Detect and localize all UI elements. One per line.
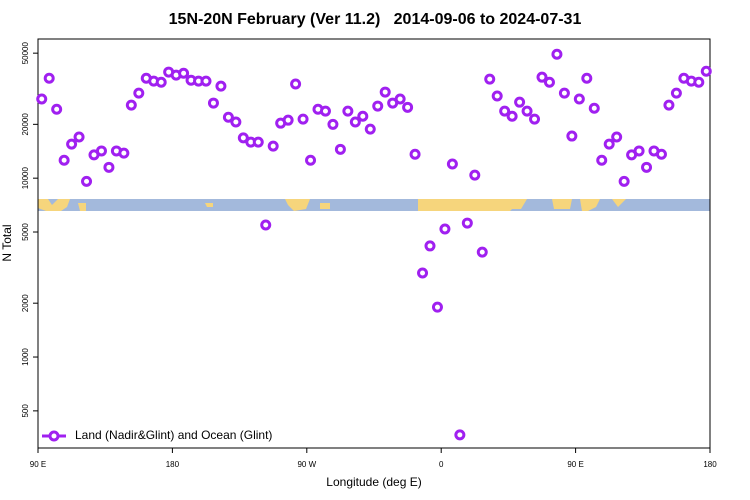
x-tick-label: 0: [439, 460, 444, 469]
point: [663, 99, 675, 111]
point: [551, 48, 563, 60]
point: [364, 123, 376, 135]
point: [611, 131, 623, 143]
point: [215, 80, 227, 92]
point: [327, 118, 339, 130]
point: [357, 110, 369, 122]
point: [73, 131, 85, 143]
x-tick-label: 180: [166, 460, 180, 469]
point: [633, 145, 645, 157]
map-strip: [38, 199, 710, 211]
point: [237, 132, 249, 144]
x-tick-label: 90 W: [297, 460, 316, 469]
point: [155, 76, 167, 88]
point: [58, 154, 70, 166]
point: [431, 301, 443, 313]
point: [491, 90, 503, 102]
point: [484, 73, 496, 85]
point: [118, 147, 130, 159]
point: [655, 148, 667, 160]
point: [342, 105, 354, 117]
point: [372, 100, 384, 112]
y-tick-label: 1000: [21, 348, 30, 366]
chart-title: 15N-20N February (Ver 11.2) 2014-09-06 t…: [169, 11, 582, 28]
point: [424, 240, 436, 252]
point: [43, 72, 55, 84]
point: [36, 93, 48, 105]
y-tick-label: 50000: [21, 41, 30, 64]
point: [536, 71, 548, 83]
point: [319, 105, 331, 117]
point: [267, 140, 279, 152]
point: [573, 93, 585, 105]
point: [409, 148, 421, 160]
point: [469, 169, 481, 181]
legend: Land (Nadir&Glint) and Ocean (Glint): [42, 428, 272, 442]
point: [125, 99, 137, 111]
point: [222, 111, 234, 123]
ocean: [38, 199, 710, 211]
point: [95, 145, 107, 157]
legend-label: Land (Nadir&Glint) and Ocean (Glint): [75, 428, 272, 442]
y-tick-label: 500: [21, 404, 30, 418]
point: [81, 175, 93, 187]
point: [133, 87, 145, 99]
point: [670, 87, 682, 99]
point: [402, 101, 414, 113]
point: [461, 217, 473, 229]
point: [282, 114, 294, 126]
point: [446, 158, 458, 170]
y-axis-label: N Total: [0, 224, 14, 261]
x-tick-label: 90 E: [567, 460, 583, 469]
point: [207, 97, 219, 109]
point: [260, 219, 272, 231]
point: [558, 87, 570, 99]
plot-frame: [37, 38, 711, 449]
point: [454, 429, 466, 441]
point: [379, 86, 391, 98]
point: [641, 161, 653, 173]
point: [603, 138, 615, 150]
point: [581, 72, 593, 84]
x-tick-label: 90 E: [30, 460, 46, 469]
point: [618, 175, 630, 187]
point: [521, 105, 533, 117]
point: [417, 267, 429, 279]
point: [394, 93, 406, 105]
y-tick-label: 5000: [21, 223, 30, 241]
point: [334, 143, 346, 155]
point: [476, 246, 488, 258]
point: [230, 116, 242, 128]
x-tick-label: 180: [703, 460, 717, 469]
point: [200, 75, 212, 87]
point: [514, 96, 526, 108]
legend-marker: [48, 430, 60, 442]
point: [66, 138, 78, 150]
point: [700, 65, 712, 77]
point: [178, 67, 190, 79]
y-tick-label: 2000: [21, 294, 30, 312]
point: [596, 154, 608, 166]
y-tick-label: 10000: [21, 167, 30, 190]
point: [499, 105, 511, 117]
point: [543, 76, 555, 88]
point: [252, 136, 264, 148]
point: [103, 161, 115, 173]
point: [349, 116, 361, 128]
point: [506, 110, 518, 122]
point: [297, 113, 309, 125]
point: [588, 102, 600, 114]
land: [38, 199, 626, 211]
x-axis-label: Longitude (deg E): [326, 475, 421, 489]
point: [305, 154, 317, 166]
point: [439, 223, 451, 235]
point: [51, 103, 63, 115]
point: [566, 130, 578, 142]
point: [693, 76, 705, 88]
y-tick-label: 20000: [21, 113, 30, 136]
point: [529, 113, 541, 125]
point: [290, 78, 302, 90]
